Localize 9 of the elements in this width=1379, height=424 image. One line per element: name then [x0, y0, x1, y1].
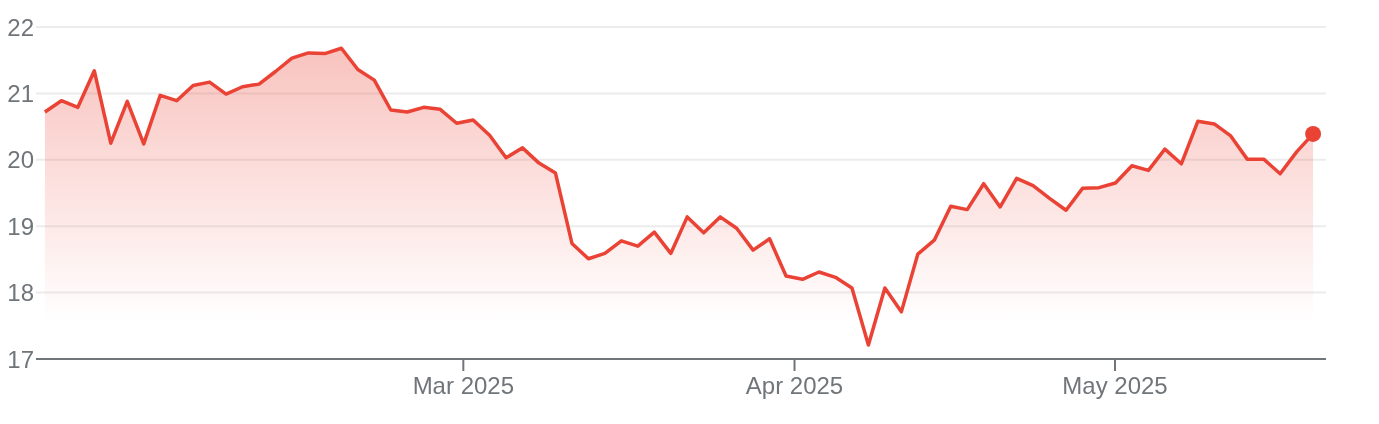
- x-tick-label: Mar 2025: [412, 372, 515, 400]
- y-tick-label: 20: [7, 146, 34, 174]
- x-tick-label: Apr 2025: [745, 372, 844, 400]
- y-tick-label: 19: [7, 212, 34, 240]
- y-tick-label: 22: [7, 13, 34, 41]
- x-tick-label: May 2025: [1062, 372, 1168, 400]
- y-tick-label: 21: [7, 79, 34, 107]
- y-tick-label: 17: [7, 345, 34, 373]
- y-tick-label: 18: [7, 279, 34, 307]
